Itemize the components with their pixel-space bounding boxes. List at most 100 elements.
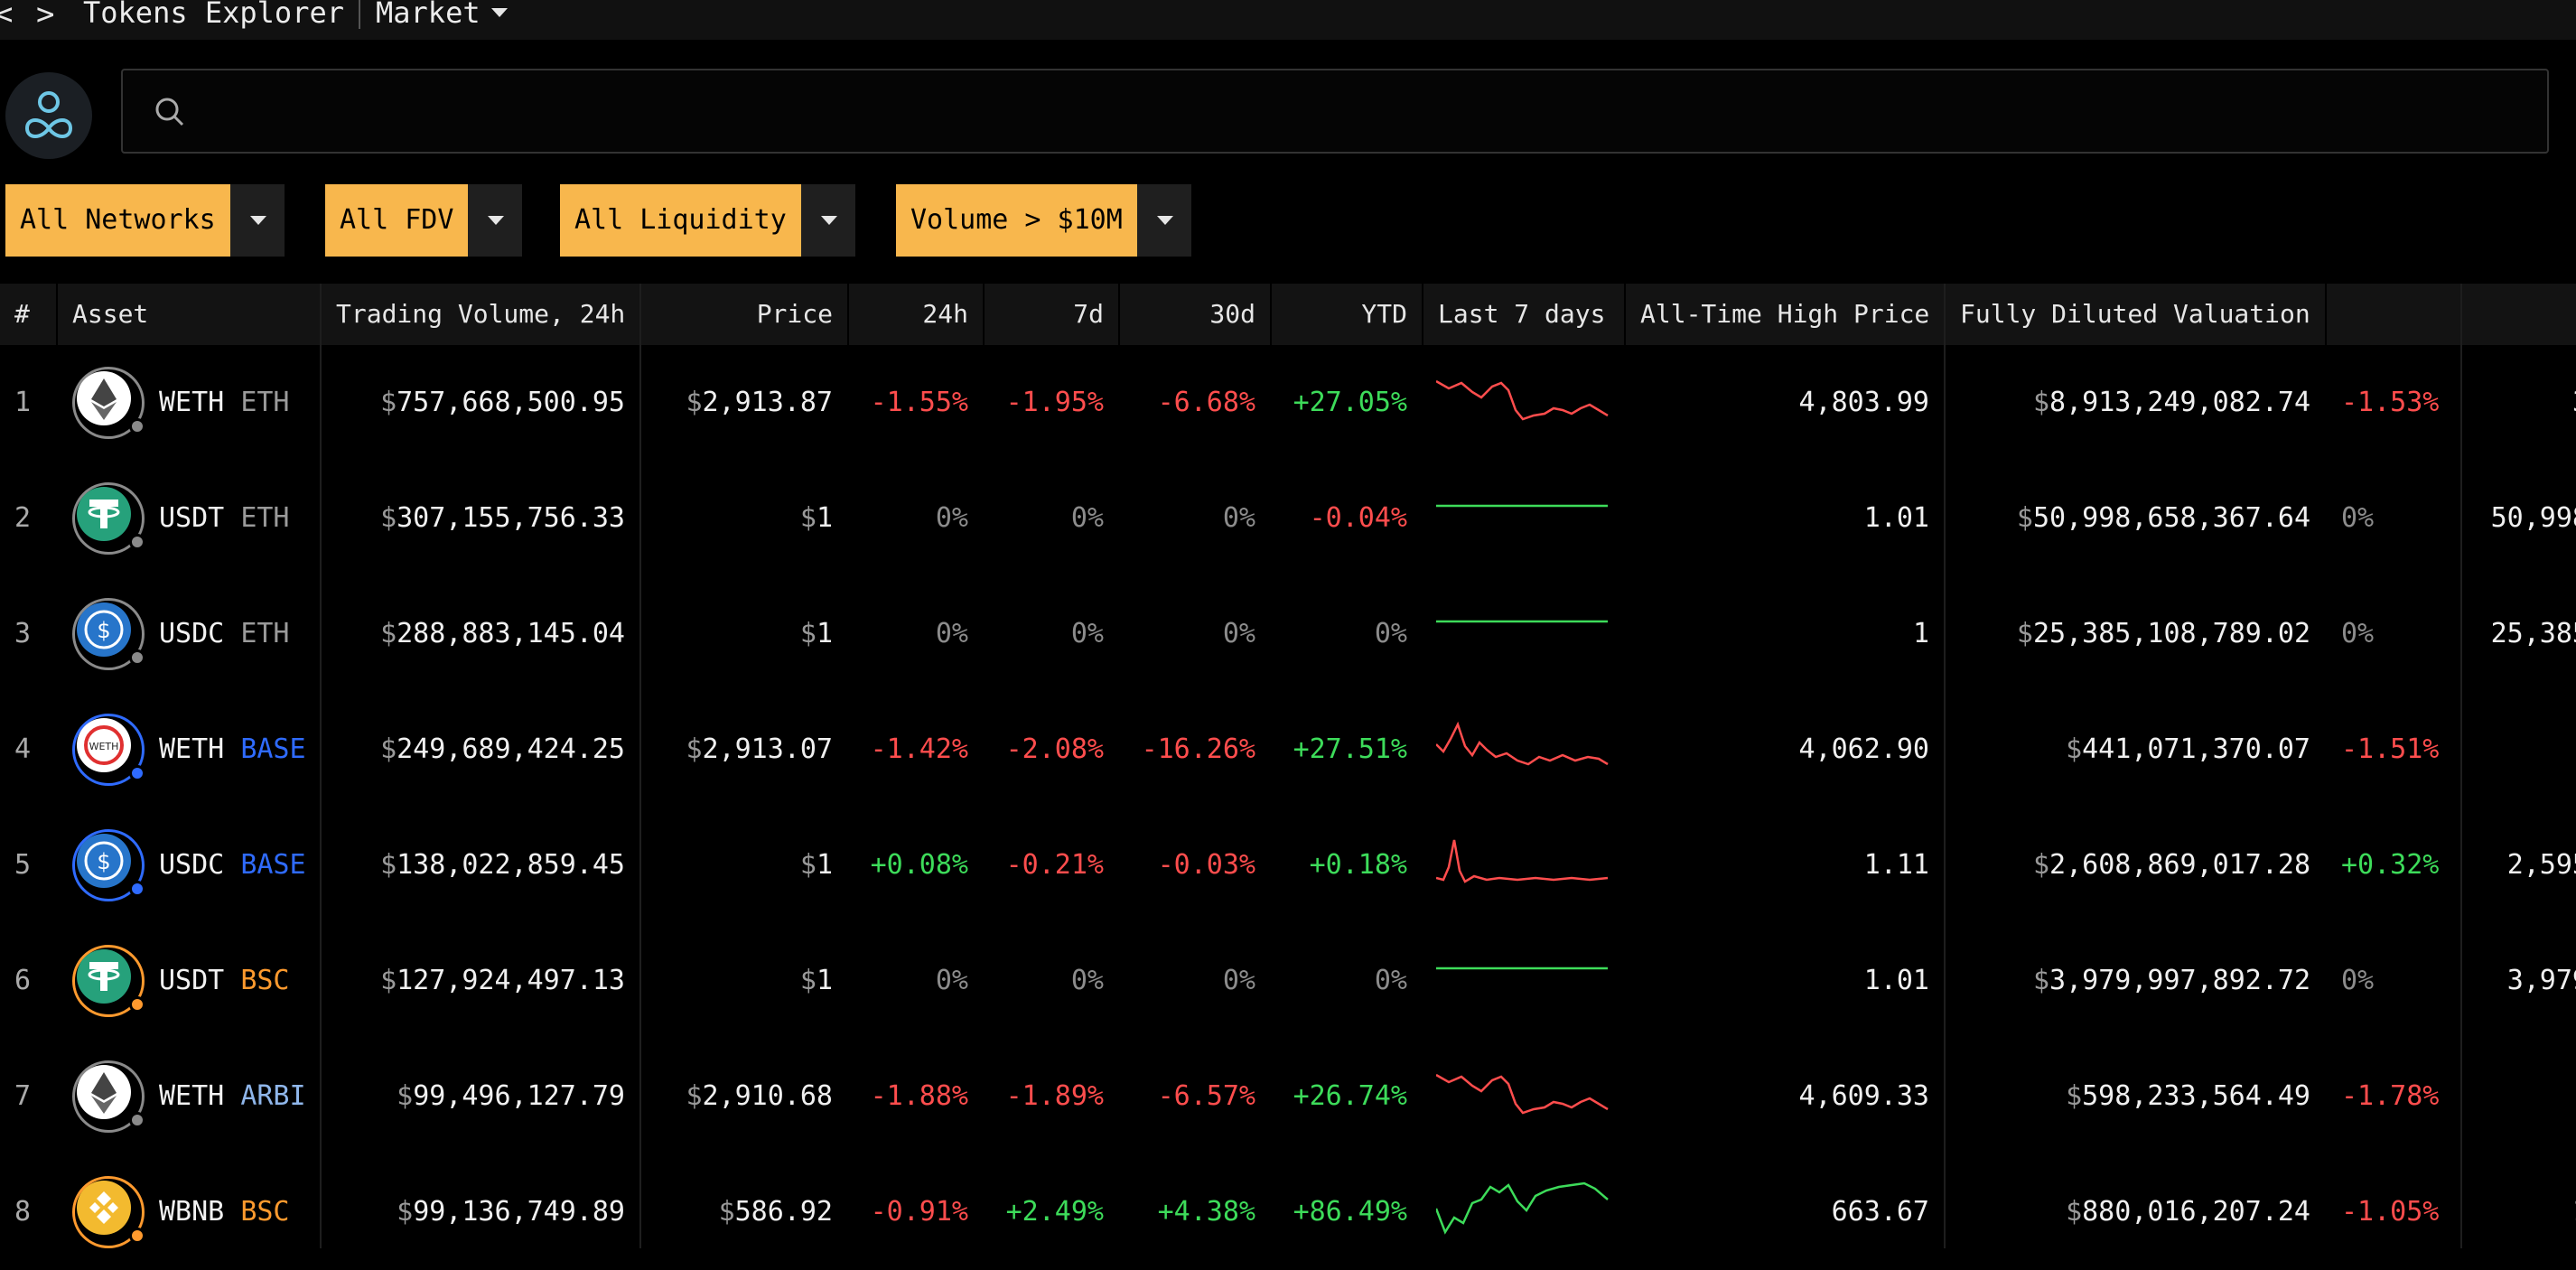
search-input[interactable] [204, 79, 2466, 145]
table-row[interactable]: 8 WBNB BSC $99,136,749.89 $586.92 -0.91%… [0, 1154, 2576, 1270]
price-cell: $2,913.07 [641, 692, 847, 808]
filter-volume[interactable]: Volume > $10M [896, 184, 1191, 257]
chevron-down-icon[interactable] [468, 184, 523, 257]
change-ytd: 0% [1374, 618, 1407, 649]
asset-name[interactable]: WETH ETH [159, 345, 290, 461]
asset-network: BSC [240, 1196, 290, 1228]
table-header: # Asset Trading Volume, 24h Price 24h 7d… [0, 284, 2576, 345]
filter-liquidity[interactable]: All Liquidity [560, 184, 855, 257]
col-asset[interactable]: Asset [72, 299, 149, 329]
table-row[interactable]: 5 $ USDC BASE $138,022,859.45 $1 +0.08% … [0, 808, 2576, 923]
fdv-value: 8,913,249,082.74 [2049, 387, 2310, 418]
extra-column-value: 3 [2462, 345, 2576, 461]
volume-cell: $127,924,497.13 [380, 965, 625, 996]
view-dropdown[interactable]: Market [376, 0, 508, 31]
filter-fdv[interactable]: All FDV [325, 184, 523, 257]
change-24h: +0.08% [870, 849, 968, 881]
change-24h: -1.42% [870, 733, 968, 765]
change-30d: -0.03% [1157, 849, 1255, 881]
asset-name[interactable]: USDT ETH [159, 461, 290, 576]
filter-networks[interactable]: All Networks [5, 184, 285, 257]
fdv-cell: $25,385,108,789.02 [2016, 618, 2310, 649]
col-fdv[interactable]: Fully Diluted Valuation [1960, 299, 2310, 329]
fdv-change: -1.51% [2341, 733, 2440, 765]
title-divider [359, 0, 360, 29]
asset-network: ETH [240, 387, 290, 418]
dollar-sign: $ [799, 618, 817, 649]
table-row[interactable]: 1 WETH ETH $757,668,500.95 $2,913.87 -1.… [0, 345, 2576, 461]
change-24h: 0% [935, 502, 968, 534]
ath-cell: 4,062.90 [1798, 733, 1930, 765]
extra-column-value [2462, 1039, 2576, 1154]
volume-cell: $99,496,127.79 [397, 1080, 625, 1112]
chevron-down-icon[interactable] [229, 184, 285, 257]
change-30d: 0% [1222, 965, 1255, 996]
fdv-value: 50,998,658,367.64 [2032, 502, 2310, 534]
dollar-sign: $ [718, 1196, 735, 1228]
chevron-down-icon[interactable] [1136, 184, 1191, 257]
table-row[interactable]: 7 WETH ARBI $99,496,127.79 $2,910.68 -1.… [0, 1039, 2576, 1154]
asset-name[interactable]: WETH ARBI [159, 1039, 306, 1154]
col-24h[interactable]: 24h [922, 299, 968, 329]
forward-icon[interactable]: > [36, 0, 55, 33]
col-ath[interactable]: All-Time High Price [1640, 299, 1930, 329]
col-7d[interactable]: 7d [1073, 299, 1104, 329]
volume-value: 288,883,145.04 [397, 618, 625, 649]
usdc-icon: $ [72, 598, 145, 670]
volume-cell: $249,689,424.25 [380, 733, 625, 765]
sparkline [1436, 839, 1609, 883]
col-last-7-days[interactable]: Last 7 days [1438, 299, 1606, 329]
col-divider [1118, 284, 1120, 345]
col-rank[interactable]: # [14, 299, 30, 329]
col-price[interactable]: Price [756, 299, 833, 329]
asset-name[interactable]: USDC ETH [159, 576, 290, 692]
asset-symbol: USDT [159, 965, 225, 996]
app-logo[interactable] [5, 72, 92, 159]
svg-text:WETH: WETH [89, 741, 119, 752]
col-volume[interactable]: Trading Volume, 24h [336, 299, 626, 329]
asset-symbol: USDC [159, 849, 225, 881]
table-row[interactable]: 6 USDT BSC $127,924,497.13 $1 0% 0% 0% 0… [0, 923, 2576, 1039]
sparkline-chart [1436, 1181, 1609, 1235]
search-icon [155, 98, 184, 126]
price-cell: $1 [641, 461, 847, 576]
col-ytd[interactable]: YTD [1361, 299, 1407, 329]
asset-name[interactable]: USDT BSC [159, 923, 290, 1039]
col-30d[interactable]: 30d [1209, 299, 1255, 329]
change-ytd: +0.18% [1309, 849, 1407, 881]
top-bar: < > Tokens Explorer Market [0, 0, 2576, 40]
asset-network: ETH [240, 502, 290, 534]
change-7d: 0% [1070, 618, 1104, 649]
ath-cell: 663.67 [1831, 1196, 1929, 1228]
volume-value: 99,496,127.79 [413, 1080, 625, 1112]
svg-text:$: $ [97, 849, 110, 874]
price-cell: $2,910.68 [641, 1039, 847, 1154]
table-row[interactable]: 3 $ USDC ETH $288,883,145.04 $1 0% 0% 0%… [0, 576, 2576, 692]
ath-cell: 1.01 [1863, 502, 1929, 534]
change-30d: -6.57% [1157, 1080, 1255, 1112]
extra-column-value: 50,998 [2490, 502, 2576, 534]
asset-name[interactable]: WBNB BSC [159, 1154, 290, 1270]
change-7d: +2.49% [1005, 1196, 1104, 1228]
network-badge-icon [129, 534, 145, 550]
network-badge-icon [129, 765, 145, 781]
asset-name[interactable]: WETH BASE [159, 692, 306, 808]
col-divider [2325, 284, 2327, 345]
dollar-sign: $ [799, 965, 817, 996]
chevron-down-icon[interactable] [800, 184, 855, 257]
volume-value: 127,924,497.13 [397, 965, 625, 996]
volume-cell: $99,136,749.89 [397, 1196, 625, 1228]
asset-name[interactable]: USDC BASE [159, 808, 306, 923]
change-7d: -1.95% [1005, 387, 1104, 418]
filter-fdv-label: All FDV [325, 184, 469, 257]
col-fdv-change[interactable] [2327, 284, 2462, 345]
asset-symbol: WBNB [159, 1196, 225, 1228]
asset-network: ETH [240, 618, 290, 649]
row-rank: 5 [14, 849, 32, 881]
search-box[interactable] [121, 69, 2549, 154]
back-icon[interactable]: < [0, 0, 14, 33]
network-badge-icon [129, 418, 145, 434]
table-row[interactable]: 4 WETH WETH BASE $249,689,424.25 $2,913.… [0, 692, 2576, 808]
table-row[interactable]: 2 USDT ETH $307,155,756.33 $1 0% 0% 0% -… [0, 461, 2576, 576]
sparkline [1436, 1181, 1609, 1235]
